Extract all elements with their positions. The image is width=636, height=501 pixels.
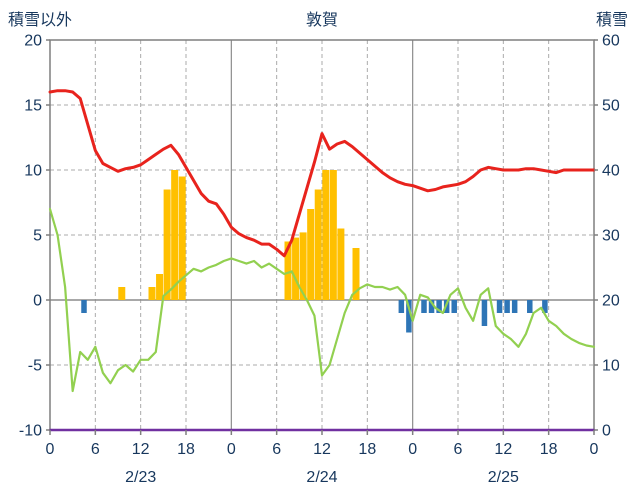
- orange-bars-bar: [156, 274, 164, 300]
- red-line: [48, 89, 596, 258]
- hour-tick-label: 18: [177, 441, 195, 458]
- hour-tick-label: 18: [540, 441, 558, 458]
- hour-tick-label: 0: [590, 441, 599, 458]
- orange-bars-bar: [284, 241, 292, 300]
- green-line: [48, 207, 596, 393]
- orange-bars-bar: [314, 189, 322, 300]
- left-axis-tick-label: 20: [24, 33, 42, 50]
- left-axis-tick-label: -10: [19, 423, 42, 440]
- blue-bars-bar: [504, 300, 510, 313]
- right-axis-tick-label: 50: [602, 98, 620, 115]
- orange-bars-bar: [148, 287, 156, 300]
- hour-tick-label: 18: [358, 441, 376, 458]
- chart-title: 敦賀: [305, 12, 338, 29]
- orange-bars-bar: [307, 209, 315, 300]
- orange-bars-bar: [292, 237, 300, 300]
- blue-bars-bar: [481, 300, 488, 326]
- left-axis-title: 積雪以外: [8, 12, 73, 29]
- right-axis-tick-label: 20: [602, 293, 620, 310]
- hour-tick-label: 6: [454, 441, 463, 458]
- right-axis-title: 積雪: [595, 12, 628, 29]
- hour-tick-label: 0: [408, 441, 417, 458]
- hour-tick-label: 12: [132, 441, 150, 458]
- right-axis-tick-label: 0: [602, 423, 611, 440]
- hour-tick-label: 6: [91, 441, 100, 458]
- blue-bars-bar: [511, 300, 518, 313]
- orange-bars-bar: [118, 287, 126, 300]
- orange-bars-bar: [171, 170, 179, 300]
- hour-tick-label: 12: [494, 441, 512, 458]
- date-label: 2/25: [488, 469, 519, 486]
- right-axis-tick-label: 60: [602, 33, 620, 50]
- left-axis-tick-label: 15: [24, 98, 42, 115]
- hour-tick-label: 12: [313, 441, 331, 458]
- date-label: 2/23: [125, 469, 156, 486]
- orange-bars-bar: [322, 170, 330, 300]
- left-axis-tick-label: 5: [33, 228, 42, 245]
- hour-tick-label: 0: [227, 441, 236, 458]
- blue-bars-bar: [398, 300, 405, 313]
- blue-bars-bar: [527, 300, 533, 313]
- orange-bars-bar: [329, 170, 337, 300]
- date-label: 2/24: [306, 469, 337, 486]
- right-axis-tick-label: 10: [602, 358, 620, 375]
- orange-bars-bar: [163, 189, 171, 300]
- blue-bars-bar: [428, 300, 435, 313]
- blue-bars-bar: [542, 300, 548, 313]
- left-axis-tick-label: 0: [33, 293, 42, 310]
- blue-bars-bar: [406, 300, 412, 333]
- blue-bars-bar: [421, 300, 427, 313]
- blue-bars-bar: [81, 300, 87, 313]
- left-axis-tick-label: 10: [24, 163, 42, 180]
- blue-bars-bar: [436, 300, 442, 313]
- orange-bars-bar: [352, 248, 360, 300]
- orange-bars-bar: [178, 176, 186, 300]
- orange-bars-bar: [299, 232, 307, 300]
- right-axis-tick-label: 30: [602, 228, 620, 245]
- orange-bars-bar: [337, 228, 345, 300]
- hour-tick-label: 0: [46, 441, 55, 458]
- hour-tick-label: 6: [272, 441, 281, 458]
- left-axis-tick-label: -5: [28, 358, 42, 375]
- blue-bars-bar: [451, 300, 457, 313]
- blue-bars-bar: [496, 300, 503, 313]
- right-axis-tick-label: 40: [602, 163, 620, 180]
